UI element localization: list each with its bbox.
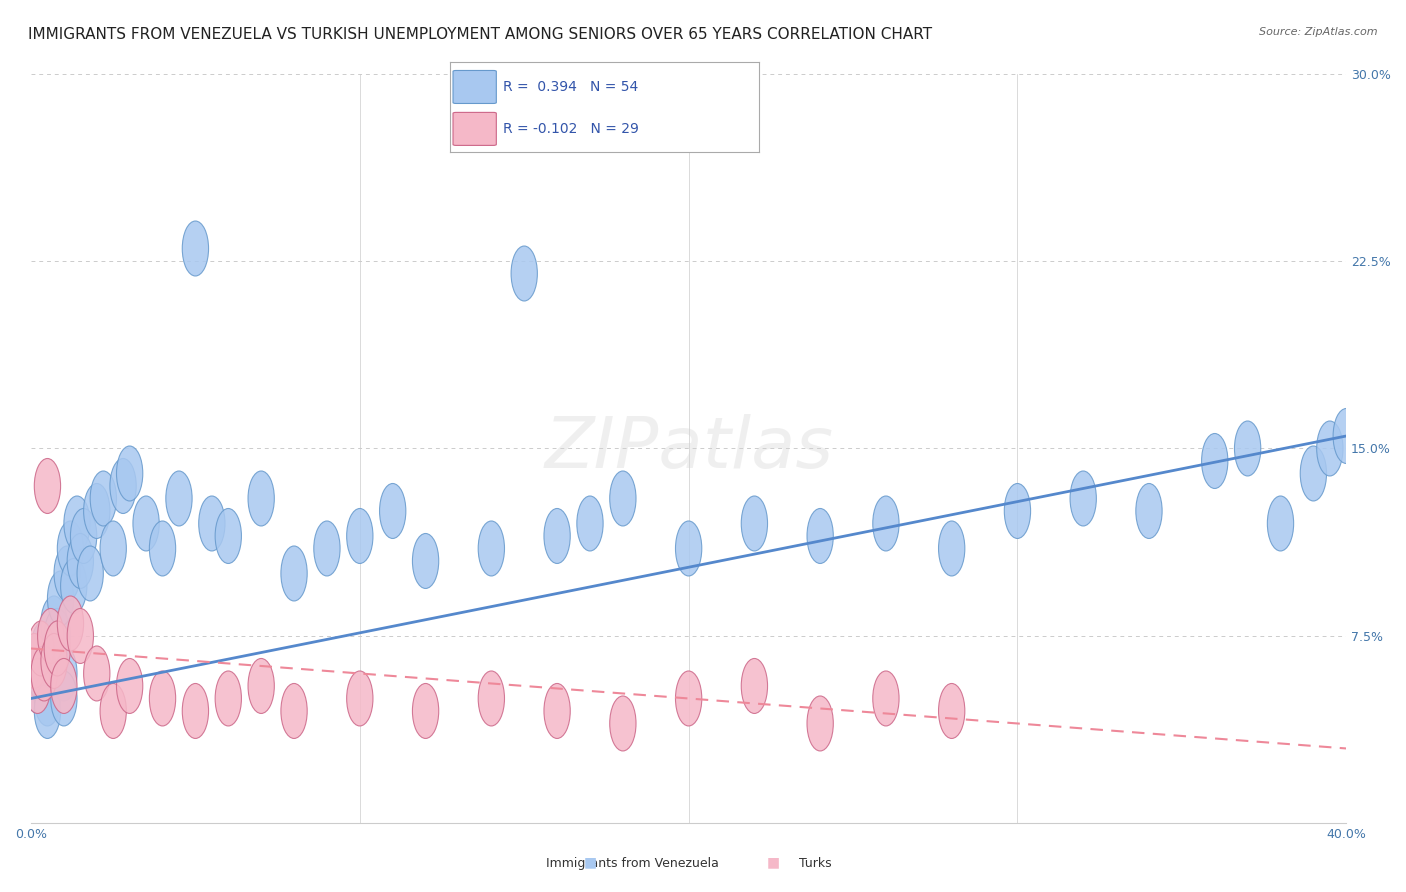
Text: R =  0.394   N = 54: R = 0.394 N = 54 — [502, 80, 638, 95]
Ellipse shape — [544, 683, 571, 739]
Ellipse shape — [1267, 496, 1294, 551]
Ellipse shape — [24, 658, 51, 714]
Ellipse shape — [183, 221, 208, 276]
Ellipse shape — [198, 496, 225, 551]
Ellipse shape — [939, 683, 965, 739]
Ellipse shape — [247, 471, 274, 526]
Ellipse shape — [51, 646, 77, 701]
Ellipse shape — [63, 496, 90, 551]
Ellipse shape — [28, 621, 53, 676]
Ellipse shape — [34, 458, 60, 514]
Ellipse shape — [21, 633, 48, 689]
Ellipse shape — [110, 458, 136, 514]
Ellipse shape — [41, 596, 67, 651]
Ellipse shape — [38, 608, 63, 664]
Ellipse shape — [939, 521, 965, 576]
Ellipse shape — [44, 608, 70, 664]
Ellipse shape — [741, 658, 768, 714]
Ellipse shape — [149, 671, 176, 726]
Ellipse shape — [134, 496, 159, 551]
Ellipse shape — [31, 621, 58, 676]
Ellipse shape — [741, 496, 768, 551]
Ellipse shape — [34, 683, 60, 739]
Ellipse shape — [100, 521, 127, 576]
Ellipse shape — [90, 471, 117, 526]
Ellipse shape — [117, 446, 143, 501]
Ellipse shape — [183, 683, 208, 739]
Ellipse shape — [281, 683, 307, 739]
Text: Turks: Turks — [799, 856, 832, 870]
Ellipse shape — [77, 546, 103, 601]
Ellipse shape — [478, 671, 505, 726]
Ellipse shape — [34, 671, 60, 726]
Ellipse shape — [83, 483, 110, 539]
Ellipse shape — [1316, 421, 1343, 476]
Ellipse shape — [1136, 483, 1163, 539]
Ellipse shape — [41, 633, 67, 689]
Ellipse shape — [412, 533, 439, 589]
Ellipse shape — [247, 658, 274, 714]
Ellipse shape — [83, 646, 110, 701]
Text: R = -0.102   N = 29: R = -0.102 N = 29 — [502, 122, 638, 136]
Ellipse shape — [215, 671, 242, 726]
Ellipse shape — [478, 521, 505, 576]
Ellipse shape — [1202, 434, 1227, 489]
Ellipse shape — [48, 571, 73, 626]
Text: ZIPatlas: ZIPatlas — [544, 414, 834, 483]
Ellipse shape — [807, 508, 834, 564]
Text: IMMIGRANTS FROM VENEZUELA VS TURKISH UNEMPLOYMENT AMONG SENIORS OVER 65 YEARS CO: IMMIGRANTS FROM VENEZUELA VS TURKISH UNE… — [28, 27, 932, 42]
Ellipse shape — [576, 496, 603, 551]
Ellipse shape — [67, 533, 93, 589]
Ellipse shape — [1070, 471, 1097, 526]
Ellipse shape — [100, 683, 127, 739]
Text: ■: ■ — [766, 855, 780, 870]
Ellipse shape — [58, 521, 83, 576]
Ellipse shape — [610, 471, 636, 526]
Ellipse shape — [149, 521, 176, 576]
Ellipse shape — [70, 508, 97, 564]
Ellipse shape — [215, 508, 242, 564]
Ellipse shape — [51, 658, 77, 714]
Ellipse shape — [675, 521, 702, 576]
Ellipse shape — [53, 546, 80, 601]
Ellipse shape — [166, 471, 193, 526]
Ellipse shape — [44, 621, 70, 676]
Ellipse shape — [58, 596, 83, 651]
FancyBboxPatch shape — [453, 70, 496, 103]
Ellipse shape — [60, 558, 87, 614]
FancyBboxPatch shape — [453, 112, 496, 145]
Ellipse shape — [380, 483, 406, 539]
Ellipse shape — [117, 658, 143, 714]
Ellipse shape — [67, 608, 93, 664]
Ellipse shape — [1234, 421, 1261, 476]
Ellipse shape — [544, 508, 571, 564]
Ellipse shape — [510, 246, 537, 301]
Ellipse shape — [873, 496, 898, 551]
Ellipse shape — [31, 646, 58, 701]
Ellipse shape — [28, 646, 53, 701]
Ellipse shape — [51, 671, 77, 726]
Ellipse shape — [675, 671, 702, 726]
Ellipse shape — [1004, 483, 1031, 539]
Ellipse shape — [807, 696, 834, 751]
Ellipse shape — [281, 546, 307, 601]
Ellipse shape — [610, 696, 636, 751]
Ellipse shape — [38, 633, 63, 689]
Ellipse shape — [314, 521, 340, 576]
Ellipse shape — [873, 671, 898, 726]
Ellipse shape — [412, 683, 439, 739]
Ellipse shape — [1301, 446, 1326, 501]
Text: Immigrants from Venezuela: Immigrants from Venezuela — [547, 856, 718, 870]
Text: ■: ■ — [583, 855, 598, 870]
Ellipse shape — [347, 671, 373, 726]
Ellipse shape — [24, 658, 51, 714]
Text: Source: ZipAtlas.com: Source: ZipAtlas.com — [1260, 27, 1378, 37]
Ellipse shape — [347, 508, 373, 564]
Ellipse shape — [1333, 409, 1360, 464]
